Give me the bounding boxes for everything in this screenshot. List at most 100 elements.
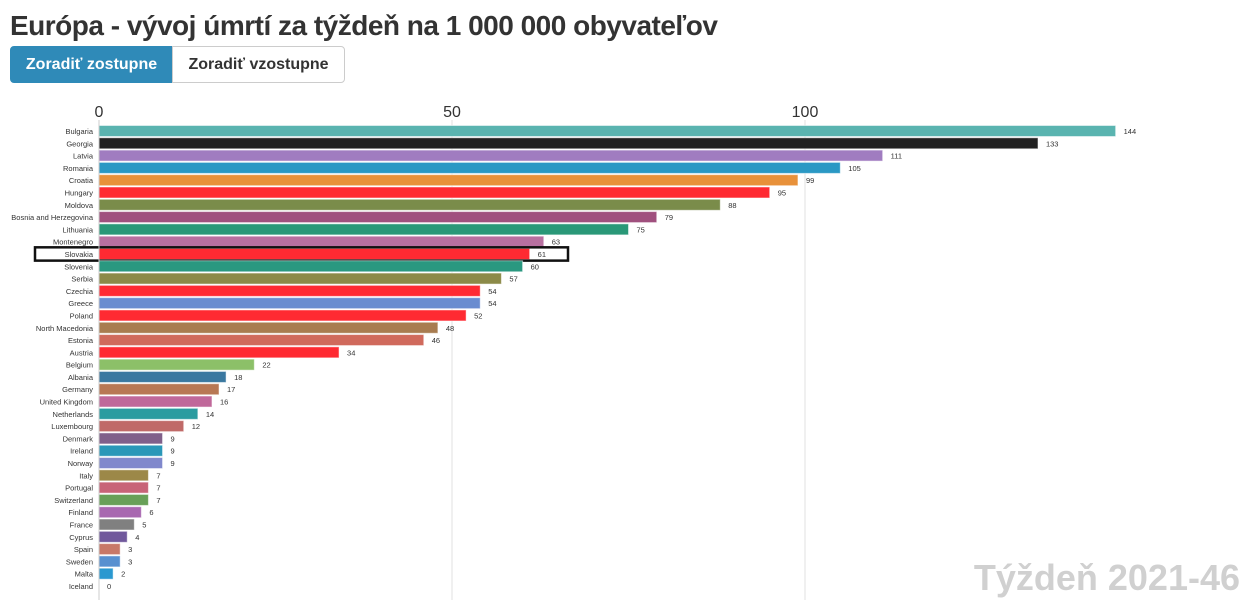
category-label: Switzerland xyxy=(54,496,93,505)
category-label: France xyxy=(70,521,93,530)
bar xyxy=(98,284,481,297)
category-label: United Kingdom xyxy=(40,398,93,407)
value-label: 111 xyxy=(891,152,902,161)
value-label: 61 xyxy=(538,250,546,259)
bar xyxy=(98,420,185,433)
bar xyxy=(98,469,149,482)
category-label: Greece xyxy=(68,299,93,308)
category-label: Netherlands xyxy=(53,410,94,419)
category-label: Norway xyxy=(68,459,94,468)
category-label: Italy xyxy=(79,471,93,480)
value-label: 18 xyxy=(234,373,242,382)
category-label: Estonia xyxy=(68,336,94,345)
category-label: North Macedonia xyxy=(36,324,94,333)
value-label: 46 xyxy=(432,336,440,345)
page-title: Európa - vývoj úmrtí za týždeň na 1 000 … xyxy=(10,10,718,41)
value-label: 34 xyxy=(347,348,355,357)
category-label: Ireland xyxy=(70,447,93,456)
category-label: Bosnia and Herzegovina xyxy=(11,213,94,222)
value-label: 133 xyxy=(1046,139,1059,148)
value-label: 3 xyxy=(128,557,132,566)
category-label: Hungary xyxy=(65,188,94,197)
value-label: 0 xyxy=(107,582,111,591)
bar xyxy=(98,543,121,556)
category-label: Poland xyxy=(70,311,93,320)
value-label: 9 xyxy=(171,459,175,468)
category-label: Latvia xyxy=(73,152,94,161)
bar xyxy=(98,383,220,396)
category-label: Spain xyxy=(74,545,93,554)
value-label: 54 xyxy=(488,299,496,308)
value-label: 54 xyxy=(488,287,496,296)
value-label: 99 xyxy=(806,176,814,185)
bar xyxy=(98,211,658,224)
bar xyxy=(98,358,255,371)
bar xyxy=(98,223,629,236)
bar xyxy=(98,137,1039,150)
bar xyxy=(98,260,524,273)
category-label: Croatia xyxy=(69,176,94,185)
value-label: 12 xyxy=(192,422,200,431)
category-label: Georgia xyxy=(66,139,94,148)
category-label: Denmark xyxy=(63,434,94,443)
category-label: Malta xyxy=(75,570,94,579)
category-label: Sweden xyxy=(66,557,93,566)
value-label: 60 xyxy=(531,262,539,271)
bar xyxy=(98,518,135,531)
value-label: 16 xyxy=(220,398,228,407)
category-label: Moldova xyxy=(65,201,94,210)
bar xyxy=(98,198,721,211)
x-tick-label: 50 xyxy=(443,104,461,121)
value-label: 95 xyxy=(778,188,786,197)
category-label: Bulgaria xyxy=(65,127,93,136)
value-label: 7 xyxy=(156,484,160,493)
bar xyxy=(98,555,121,568)
category-label: Romania xyxy=(63,164,94,173)
value-label: 9 xyxy=(171,447,175,456)
bar xyxy=(98,432,164,445)
value-label: 7 xyxy=(156,471,160,480)
category-label: Austria xyxy=(70,348,94,357)
value-label: 2 xyxy=(121,570,125,579)
bar xyxy=(98,297,481,310)
bar xyxy=(98,247,531,260)
x-tick-label: 0 xyxy=(95,104,104,121)
category-label: Luxembourg xyxy=(51,422,93,431)
value-label: 17 xyxy=(227,385,235,394)
value-label: 105 xyxy=(848,164,861,173)
bar xyxy=(98,370,227,383)
bar xyxy=(98,334,425,347)
week-label: Týždeň 2021-46 xyxy=(973,557,1240,598)
bar xyxy=(98,567,114,580)
value-label: 5 xyxy=(142,521,146,530)
bar xyxy=(98,407,199,420)
category-label: Belgium xyxy=(66,361,93,370)
bar xyxy=(98,125,1117,137)
value-label: 7 xyxy=(156,496,160,505)
category-label: Serbia xyxy=(71,275,94,284)
bar xyxy=(98,235,545,248)
bar xyxy=(98,457,164,470)
bar xyxy=(98,530,128,543)
value-label: 88 xyxy=(728,201,736,210)
value-label: 9 xyxy=(171,434,175,443)
value-label: 4 xyxy=(135,533,139,542)
bar xyxy=(98,395,213,408)
value-label: 22 xyxy=(262,361,270,370)
bar xyxy=(98,174,799,187)
value-label: 79 xyxy=(665,213,673,222)
bar xyxy=(98,444,164,457)
value-label: 63 xyxy=(552,238,560,247)
bar xyxy=(98,161,841,174)
sort-descending-button[interactable]: Zoradiť zostupne xyxy=(10,46,173,83)
bar xyxy=(98,272,502,285)
value-label: 57 xyxy=(509,275,517,284)
bar xyxy=(98,481,149,494)
category-label: Czechia xyxy=(66,287,94,296)
category-label: Montenegro xyxy=(53,238,93,247)
category-label: Slovenia xyxy=(64,262,94,271)
category-label: Albania xyxy=(68,373,94,382)
sort-ascending-button[interactable]: Zoradiť vzostupne xyxy=(172,46,345,83)
bar xyxy=(98,506,142,519)
